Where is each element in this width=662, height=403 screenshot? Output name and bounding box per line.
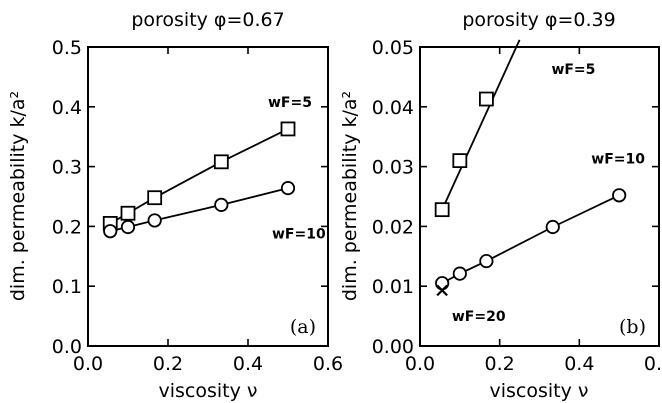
y-tick-label-b: 0.03 <box>372 157 414 179</box>
data-point-circle <box>479 253 494 269</box>
y-tick-label-a: 0.4 <box>52 97 82 119</box>
annotation-a: wF=10 <box>272 226 326 242</box>
data-point-circle <box>545 219 560 235</box>
y-tick-label-b: 0.05 <box>372 37 414 59</box>
data-point-circle <box>120 219 136 235</box>
y-tick-label-b: 0.00 <box>372 336 414 358</box>
axis-ticks-a <box>87 46 329 347</box>
y-tick-label-b: 0.01 <box>372 276 414 298</box>
annotation-b: wF=20 <box>452 309 506 325</box>
x-axis-label-a: viscosity ν <box>158 380 257 402</box>
panel-label-b: (b) <box>619 316 646 338</box>
x-tick-label-b: 0.4 <box>564 353 594 375</box>
x-tick-label-a: 0.6 <box>313 353 343 375</box>
x-tick-label-b: 0.2 <box>485 353 515 375</box>
data-point-circle <box>214 197 229 212</box>
y-axis-label-a: dim. permeability k/a² <box>7 91 29 301</box>
annotation-b: wF=5 <box>551 62 595 78</box>
data-point-square <box>147 190 163 206</box>
x-tick-label-a: 0.2 <box>153 353 183 375</box>
chart-panel-b: porosity φ=0.39 0.0 0.2 0.4 0.6 0.00 0.0… <box>339 9 662 402</box>
series-line <box>441 194 620 285</box>
data-point-square <box>120 205 136 221</box>
data-point-circle <box>147 213 162 228</box>
y-tick-label-a: 0.0 <box>52 336 82 358</box>
y-axis-label-b: dim. permeability k/a² <box>339 91 361 301</box>
data-point-square <box>479 91 494 107</box>
data-point-square <box>452 153 468 169</box>
x-tick-label-b: 0.6 <box>644 353 662 375</box>
x-axis-label-b: viscosity ν <box>489 380 588 402</box>
data-point-square <box>434 202 450 218</box>
series-group-b <box>434 39 627 297</box>
y-tick-label-a: 0.3 <box>52 157 82 179</box>
y-tick-label-a: 0.2 <box>52 216 82 238</box>
data-point-circle <box>103 224 118 239</box>
chart-panel-a: porosity φ=0.67 0.0 0.2 0.4 0.6 0.0 0.1 … <box>7 9 343 402</box>
y-tick-label-b: 0.04 <box>372 97 414 119</box>
data-point-square <box>213 154 229 170</box>
chart-title-b: porosity φ=0.39 <box>462 9 615 31</box>
y-tick-label-a: 0.5 <box>52 37 82 59</box>
axis-ticks-b <box>419 46 660 347</box>
chart-title-a: porosity φ=0.67 <box>131 9 284 31</box>
x-tick-label-b: 0.0 <box>405 353 435 375</box>
series-line <box>110 187 289 233</box>
data-point-cross <box>436 284 448 297</box>
data-point-circle <box>452 266 467 281</box>
data-point-square <box>280 121 296 137</box>
plot-frame-b <box>419 46 660 347</box>
x-tick-label-a: 0.4 <box>233 353 263 375</box>
data-point-circle <box>280 181 296 196</box>
y-tick-label-b: 0.02 <box>372 216 414 238</box>
panel-label-a: (a) <box>290 316 316 338</box>
annotation-b: wF=10 <box>591 152 645 168</box>
plot-frame-a <box>87 46 329 347</box>
x-tick-label-a: 0.0 <box>73 353 103 375</box>
series-line <box>441 39 521 211</box>
y-tick-label-a: 0.1 <box>52 276 82 298</box>
annotation-a: wF=5 <box>268 95 312 111</box>
series-group-a <box>102 121 296 239</box>
data-point-circle <box>612 188 627 203</box>
